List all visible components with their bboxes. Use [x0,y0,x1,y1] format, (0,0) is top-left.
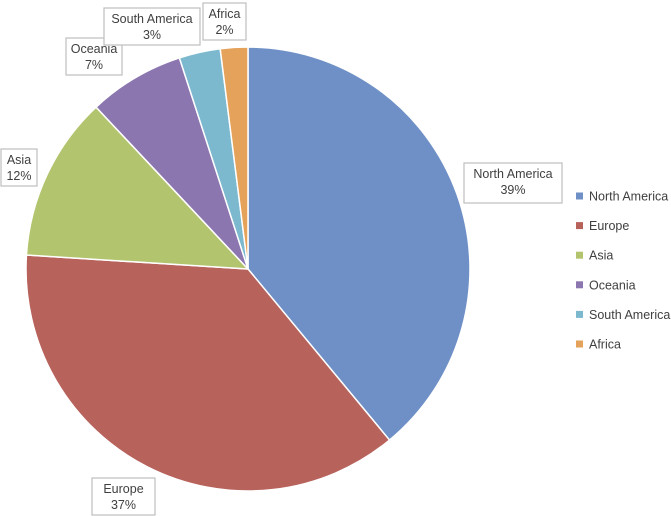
data-label-percent: 12% [6,169,31,183]
data-label-asia: Asia 12% [0,148,38,187]
data-label-box [91,477,156,516]
legend-label: South America [589,308,670,322]
data-label-africa: Africa 2% [202,2,247,41]
data-label-percent: 37% [111,498,136,512]
legend-swatch [576,222,583,230]
data-label-percent: 39% [500,183,525,197]
legend-label: Europe [589,219,629,233]
legend-label: Asia [589,249,613,263]
legend-item-asia: Asia [576,249,613,263]
legend-item-oceania: Oceania [576,278,636,292]
data-label-percent: 7% [85,58,103,72]
data-label-percent: 3% [143,28,161,42]
data-label-north-america: North America 39% [463,162,563,204]
legend-swatch [576,251,583,259]
data-label-name: Africa [209,7,241,21]
pie-slices [25,46,471,492]
legend-swatch [576,192,583,200]
data-label-name: Asia [7,153,31,167]
pie-slice-africa [219,46,249,270]
legend-label: North America [589,190,668,204]
legend-item-south-america: South America [576,308,670,322]
data-label-name: Europe [103,482,143,496]
legend-swatch [576,340,583,348]
pie-slice-asia [25,106,249,270]
pie-slice-north-america [247,46,471,441]
data-label-south-america: South America 3% [103,7,201,46]
data-label-name: South America [111,12,192,26]
data-label-box [463,162,563,204]
data-label-box [103,7,201,46]
data-label-europe: Europe 37% [91,477,156,516]
legend-item-europe: Europe [576,219,629,233]
pie-slice-europe [25,254,391,492]
legend-swatch [576,310,583,318]
data-labels: North America 39% Europe 37% Asia 12% Oceania7… [0,2,563,516]
chart-legend: North America Europe Asia Oceania South Amer… [576,190,670,352]
legend-label: Africa [589,338,621,352]
legend-swatch [576,281,583,289]
data-label-box [202,2,247,41]
legend-label: Oceania [589,278,636,292]
legend-item-north-america: North America [576,190,668,204]
data-label-box [0,148,38,187]
data-label-name: North America [473,167,552,181]
legend-item-africa: Africa [576,338,621,352]
data-label-percent: 2% [215,23,233,37]
